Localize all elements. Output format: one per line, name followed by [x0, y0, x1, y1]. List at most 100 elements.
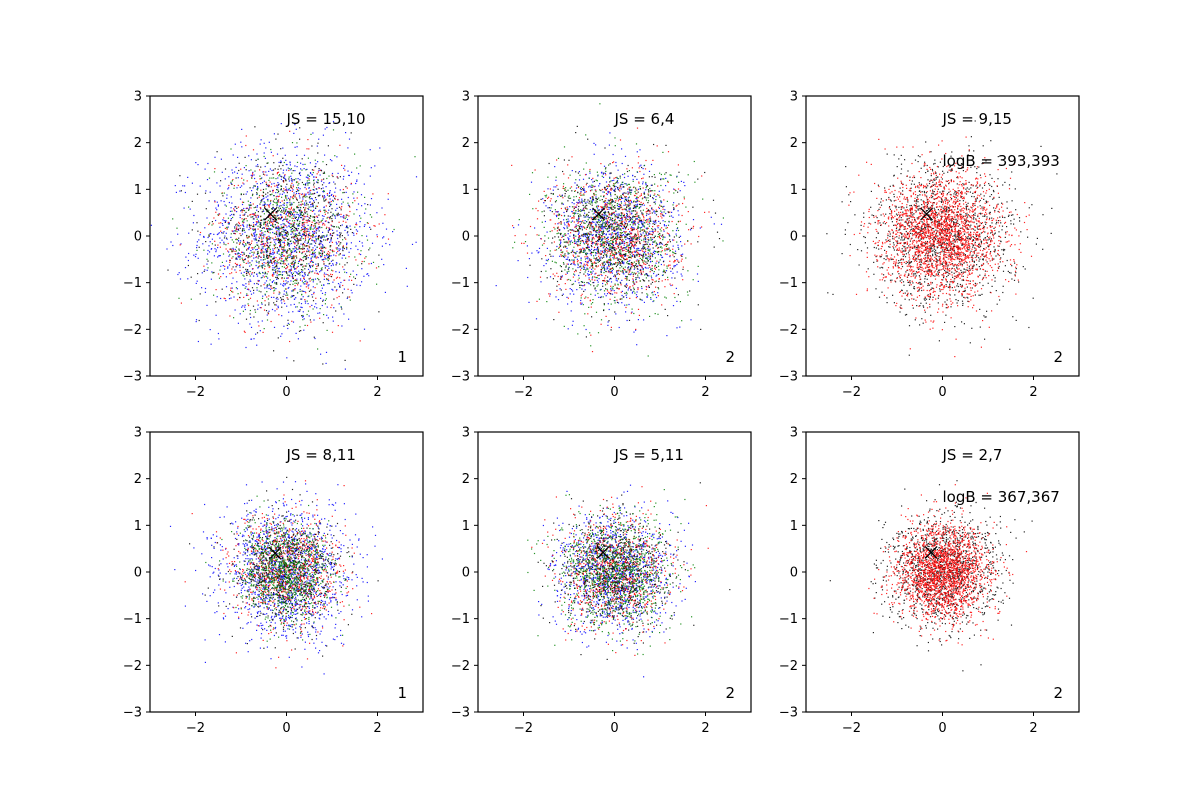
point	[230, 289, 232, 291]
point	[312, 132, 314, 134]
point	[244, 258, 246, 261]
point	[232, 179, 234, 181]
point	[293, 303, 295, 305]
point	[281, 227, 283, 229]
point	[223, 217, 225, 219]
point	[278, 199, 280, 201]
point	[624, 228, 626, 230]
point	[609, 261, 611, 263]
point	[251, 247, 253, 249]
point	[298, 224, 300, 226]
point	[298, 248, 301, 250]
point	[244, 231, 246, 233]
point	[323, 235, 325, 237]
point	[316, 222, 318, 224]
point	[316, 228, 318, 230]
point	[306, 251, 308, 253]
point	[234, 226, 236, 228]
point	[647, 247, 649, 249]
point	[283, 250, 285, 252]
point	[591, 234, 593, 237]
point	[268, 257, 270, 259]
point	[282, 229, 284, 231]
point	[227, 217, 229, 219]
point	[274, 220, 276, 222]
point	[282, 223, 284, 225]
point	[275, 196, 277, 198]
point	[645, 183, 647, 185]
point	[356, 233, 358, 235]
point	[641, 299, 643, 301]
point	[255, 165, 257, 167]
point	[357, 203, 360, 205]
point	[216, 296, 218, 298]
point	[279, 258, 281, 260]
point	[247, 262, 249, 264]
point	[303, 217, 305, 219]
point	[371, 216, 373, 218]
point	[327, 201, 329, 203]
point	[589, 172, 591, 174]
point	[287, 212, 289, 214]
point	[263, 197, 265, 199]
point	[599, 226, 601, 228]
point	[625, 217, 627, 219]
point	[303, 329, 305, 331]
point	[309, 280, 311, 282]
point	[315, 263, 317, 265]
point	[323, 172, 326, 174]
point	[326, 126, 328, 129]
point	[308, 187, 310, 189]
point	[288, 269, 290, 271]
point	[263, 201, 265, 203]
point	[282, 220, 284, 222]
point	[304, 211, 306, 213]
point	[635, 197, 637, 200]
point	[585, 191, 587, 193]
point	[363, 225, 365, 227]
point	[647, 252, 649, 254]
point	[406, 285, 408, 287]
point	[614, 223, 616, 225]
point	[372, 193, 374, 195]
point	[319, 247, 321, 249]
point	[278, 205, 280, 207]
point	[235, 258, 237, 260]
point	[654, 268, 657, 270]
point	[280, 243, 282, 246]
point	[318, 279, 320, 281]
point	[615, 221, 617, 223]
point	[315, 270, 317, 272]
point	[254, 229, 256, 231]
point	[324, 220, 326, 222]
point	[636, 296, 638, 298]
point	[309, 265, 311, 267]
point	[286, 204, 288, 206]
point	[256, 206, 258, 208]
point	[263, 210, 265, 212]
point	[311, 239, 313, 241]
point	[621, 302, 623, 304]
point	[272, 248, 274, 250]
point	[299, 239, 301, 241]
point	[332, 229, 334, 231]
point	[552, 189, 554, 191]
point	[252, 171, 254, 173]
point	[324, 258, 326, 260]
point	[580, 225, 582, 228]
point	[335, 241, 337, 243]
point	[339, 253, 341, 255]
point	[282, 190, 284, 192]
point	[231, 257, 233, 259]
point	[610, 236, 612, 238]
point	[301, 211, 303, 213]
point	[236, 226, 238, 228]
point	[234, 233, 236, 235]
point	[597, 205, 599, 207]
point	[658, 190, 660, 192]
point	[184, 191, 186, 194]
point	[248, 236, 250, 238]
point	[280, 273, 282, 276]
point	[296, 161, 299, 163]
point	[643, 204, 645, 206]
